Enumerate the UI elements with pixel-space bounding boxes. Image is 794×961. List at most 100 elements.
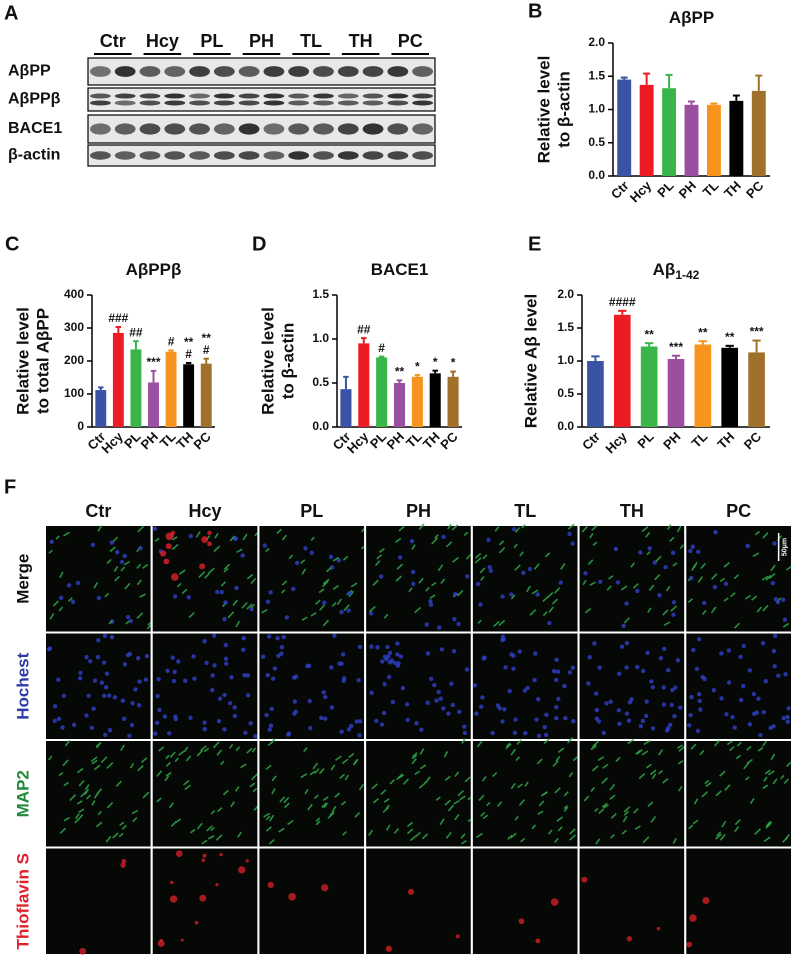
significance-mark: # [168,335,175,349]
neurite [276,528,282,534]
micrograph-texture [583,738,685,845]
significance-mark: * [415,359,420,373]
neurite [418,784,424,789]
micrograph [470,739,580,849]
nucleus [286,732,291,737]
neurite [309,770,316,776]
nucleus [719,696,724,701]
neurite [310,611,317,617]
nucleus [500,594,505,599]
nucleus [309,550,314,556]
x-tick-label: PC [190,429,214,453]
neurite [78,808,85,813]
neurite [510,832,517,839]
blot-band [139,151,161,160]
neurite [250,773,258,781]
nucleus [267,727,272,732]
y-tick-label: 0.5 [588,135,605,149]
neurite [47,755,53,761]
neurite [310,536,315,541]
neurite [704,779,710,785]
nucleus [567,670,573,675]
nucleus [414,720,419,726]
nucleus [673,685,678,690]
nucleus [449,681,454,686]
neurite [250,577,257,585]
micrograph [470,524,580,634]
neurite [123,561,130,566]
blot-band [238,66,260,77]
neurite [265,826,272,832]
nucleus [176,659,181,664]
neurite [421,833,429,840]
significance-mark: ## [357,322,371,336]
neurite [554,787,561,794]
nucleus [369,690,374,695]
neurite [353,758,359,765]
x-tick-label: PC [437,429,461,453]
neurite [642,836,650,844]
nucleus [624,665,629,670]
neurite [350,582,358,588]
neurite [537,810,544,816]
nucleus [730,715,735,720]
nucleus [554,657,559,662]
nucleus [464,667,470,672]
nucleus [486,537,491,543]
neurite [568,772,574,778]
blot-band [387,100,409,106]
nucleus [613,546,619,552]
nucleus [419,727,424,732]
blot-band [337,123,359,135]
neurite [408,587,413,593]
neurite [548,829,553,835]
neurite [701,791,709,798]
nucleus [462,730,468,736]
neurite [326,567,332,573]
neurite [220,581,226,587]
bar [376,357,388,427]
nucleus [776,673,781,678]
row-label: Hochest [13,652,32,719]
neurite [318,604,326,611]
blot-band [213,66,235,77]
neurite [677,760,684,765]
plaque [455,934,460,939]
nucleus [643,713,649,719]
neurite [622,815,628,823]
y-tick-label: 1.5 [588,68,605,82]
neurite [654,574,661,581]
neurite [164,775,170,782]
neurite [551,598,559,605]
blot-band [164,100,186,106]
nucleus [446,711,451,716]
plaque [656,926,661,931]
neurite [518,799,526,806]
nucleus [462,724,467,729]
neurite [402,778,410,785]
nucleus [481,656,487,661]
nucleus [292,711,297,716]
neurite [454,813,460,821]
x-tick-label: Ctr [608,178,632,202]
neurite [136,579,143,586]
neurite [429,594,436,599]
bar [694,344,712,427]
column-label: TH [620,501,644,521]
y-axis-label: Relative level [13,307,32,415]
neurite [341,758,349,765]
nucleus [523,731,528,736]
nucleus [245,673,251,678]
nucleus [502,707,507,712]
nucleus [697,698,702,704]
neurite [542,595,550,602]
neurite [129,762,135,769]
nucleus [478,704,484,709]
nucleus [641,668,646,674]
neurite [678,746,685,752]
nucleus [162,714,168,719]
nucleus [689,575,694,581]
nucleus [624,601,629,606]
blot-band [90,151,111,160]
chart-title-text: BACE1 [371,260,429,279]
